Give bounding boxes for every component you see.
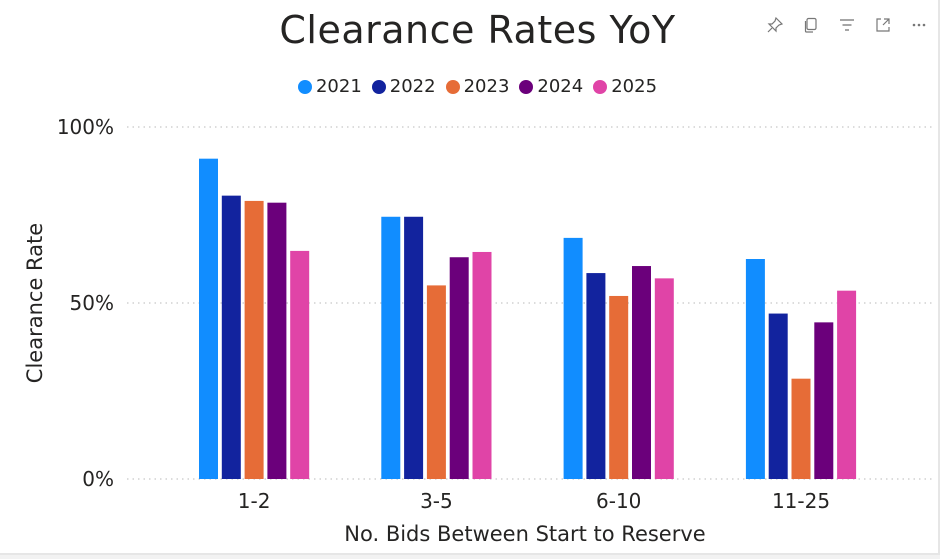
- more-options-icon[interactable]: [908, 14, 930, 36]
- filter-icon[interactable]: [836, 14, 858, 36]
- y-tick-label: 0%: [82, 467, 114, 491]
- pin-icon[interactable]: [764, 14, 786, 36]
- bar-2024-1-2[interactable]: [267, 202, 287, 479]
- legend-item-2024[interactable]: 2024: [519, 76, 583, 97]
- bar-2024-3-5[interactable]: [449, 257, 469, 479]
- legend-label-2023: 2023: [463, 76, 510, 97]
- bar-2022-6-10[interactable]: [586, 273, 606, 479]
- y-tick-label: 100%: [57, 115, 114, 139]
- x-tick-label: 1-2: [238, 489, 271, 513]
- legend-label-2024: 2024: [537, 76, 584, 97]
- bars: [199, 158, 857, 480]
- legend-label-2025: 2025: [611, 76, 658, 97]
- legend-marker-2022: [371, 79, 386, 94]
- bar-2025-6-10[interactable]: [654, 278, 674, 479]
- copy-icon[interactable]: [800, 14, 822, 36]
- chart-title: Clearance Rates YoY: [279, 8, 676, 52]
- bar-2021-6-10[interactable]: [563, 237, 583, 479]
- bar-2024-6-10[interactable]: [632, 266, 651, 479]
- x-axis-ticks: 1-2 3-5 6-10 11-25: [238, 489, 830, 513]
- bar-2022-1-2[interactable]: [221, 195, 241, 479]
- legend-marker-2021: [297, 79, 312, 94]
- bar-2025-1-2[interactable]: [290, 250, 310, 479]
- x-tick-label: 3-5: [420, 489, 453, 513]
- bar-2022-11-25[interactable]: [768, 313, 788, 479]
- legend-item-2023[interactable]: 2023: [445, 76, 510, 97]
- legend-label-2022: 2022: [389, 76, 436, 97]
- bar-2025-11-25[interactable]: [837, 290, 857, 479]
- focus-mode-icon[interactable]: [872, 14, 894, 36]
- x-axis-label: No. Bids Between Start to Reserve: [344, 522, 705, 546]
- bar-2025-3-5[interactable]: [472, 251, 492, 479]
- legend-item-2022[interactable]: 2022: [371, 76, 436, 97]
- visual-header-icons: [764, 14, 930, 36]
- bar-2021-11-25[interactable]: [745, 259, 765, 479]
- legend-marker-2025: [593, 79, 608, 94]
- bar-2024-11-25[interactable]: [814, 322, 834, 479]
- bar-2023-6-10[interactable]: [609, 295, 629, 479]
- bar-2023-1-2[interactable]: [244, 200, 264, 480]
- chart-legend: 2021 2022 2023 2024 2025: [0, 76, 940, 97]
- bar-2023-11-25[interactable]: [791, 378, 811, 479]
- bar-2021-3-5[interactable]: [381, 216, 401, 479]
- y-tick-label: 50%: [70, 291, 114, 315]
- legend-label-2021: 2021: [315, 76, 362, 97]
- legend-marker-2024: [519, 79, 534, 94]
- x-tick-label: 11-25: [772, 489, 830, 513]
- bar-2021-1-2[interactable]: [199, 158, 218, 479]
- bar-2023-3-5[interactable]: [426, 285, 446, 479]
- legend-item-2021[interactable]: 2021: [297, 76, 362, 97]
- x-tick-label: 6-10: [596, 489, 641, 513]
- bar-2022-3-5[interactable]: [404, 216, 424, 479]
- y-axis-ticks: 0% 50% 100%: [57, 115, 114, 491]
- legend-marker-2023: [445, 79, 460, 94]
- legend-item-2025[interactable]: 2025: [593, 76, 657, 97]
- y-axis-label: Clearance Rate: [23, 223, 47, 383]
